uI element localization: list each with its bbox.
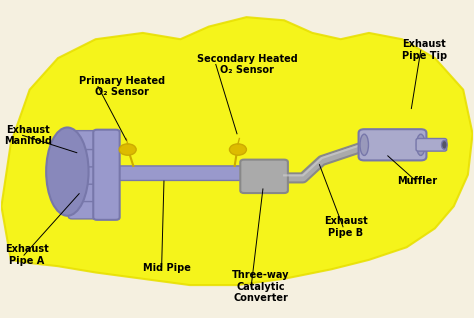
FancyBboxPatch shape — [93, 130, 119, 220]
Ellipse shape — [417, 134, 425, 156]
FancyBboxPatch shape — [68, 131, 102, 149]
Text: Exhaust
Manifold: Exhaust Manifold — [4, 125, 52, 146]
FancyBboxPatch shape — [358, 129, 427, 160]
FancyBboxPatch shape — [68, 148, 102, 167]
Text: Exhaust
Pipe A: Exhaust Pipe A — [5, 244, 49, 266]
Text: Primary Heated
O₂ Sensor: Primary Heated O₂ Sensor — [79, 76, 165, 97]
Ellipse shape — [441, 141, 447, 149]
Circle shape — [229, 144, 246, 155]
Ellipse shape — [46, 128, 89, 216]
Polygon shape — [1, 17, 473, 285]
FancyBboxPatch shape — [68, 183, 102, 202]
Text: Muffler: Muffler — [397, 176, 438, 186]
FancyBboxPatch shape — [68, 165, 102, 184]
FancyBboxPatch shape — [240, 160, 288, 193]
Text: Secondary Heated
O₂ Sensor: Secondary Heated O₂ Sensor — [197, 54, 298, 75]
Ellipse shape — [360, 134, 368, 156]
Text: Exhaust
Pipe Tip: Exhaust Pipe Tip — [402, 39, 447, 61]
Text: Mid Pipe: Mid Pipe — [143, 263, 191, 273]
FancyBboxPatch shape — [114, 166, 249, 180]
Circle shape — [119, 144, 136, 155]
Text: Exhaust
Pipe B: Exhaust Pipe B — [324, 216, 368, 238]
FancyBboxPatch shape — [416, 139, 447, 151]
Text: Three-way
Catalytic
Converter: Three-way Catalytic Converter — [232, 270, 290, 303]
FancyBboxPatch shape — [68, 200, 102, 219]
